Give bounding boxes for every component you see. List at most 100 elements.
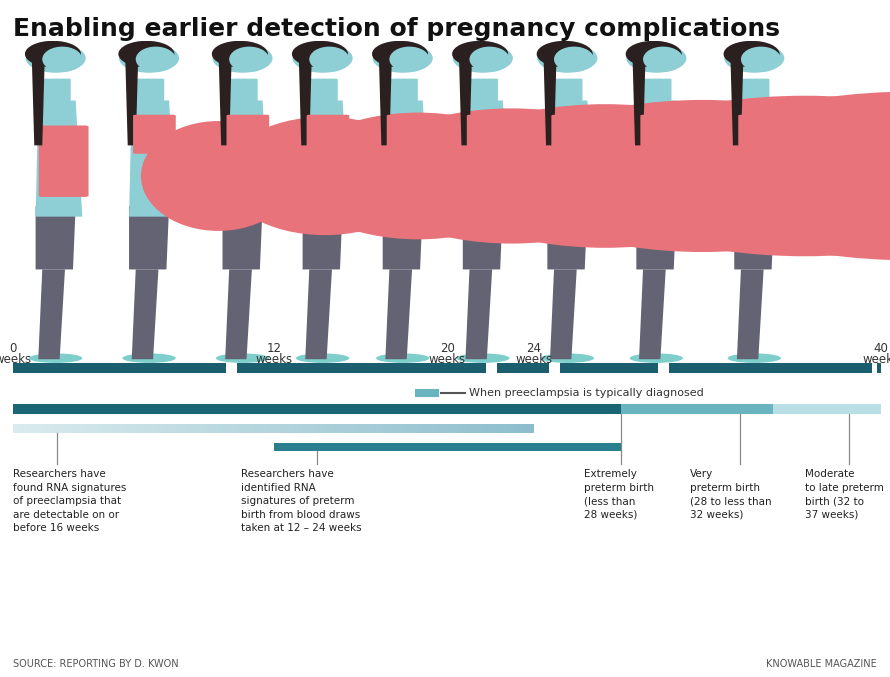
- FancyBboxPatch shape: [471, 79, 498, 101]
- Bar: [365, 424, 371, 433]
- Ellipse shape: [28, 353, 83, 363]
- Bar: [378, 424, 384, 433]
- Bar: [501, 424, 508, 433]
- Bar: [85, 424, 92, 433]
- Bar: [449, 424, 456, 433]
- Polygon shape: [222, 100, 269, 217]
- Bar: [157, 424, 163, 433]
- FancyBboxPatch shape: [306, 114, 349, 154]
- Polygon shape: [129, 206, 169, 269]
- Polygon shape: [32, 50, 44, 146]
- Bar: [456, 424, 463, 433]
- Ellipse shape: [25, 41, 81, 67]
- FancyBboxPatch shape: [555, 79, 583, 101]
- Polygon shape: [383, 206, 423, 269]
- Ellipse shape: [541, 353, 595, 363]
- Polygon shape: [38, 269, 65, 359]
- Ellipse shape: [470, 47, 509, 72]
- Bar: [443, 424, 449, 433]
- Polygon shape: [636, 100, 684, 217]
- Ellipse shape: [453, 44, 513, 72]
- Bar: [498, 364, 549, 373]
- FancyBboxPatch shape: [742, 79, 770, 101]
- Bar: [417, 424, 424, 433]
- Bar: [117, 424, 124, 433]
- Bar: [384, 424, 391, 433]
- Ellipse shape: [293, 112, 544, 240]
- Ellipse shape: [136, 47, 176, 72]
- Bar: [176, 424, 182, 433]
- Bar: [508, 424, 514, 433]
- Polygon shape: [550, 269, 577, 359]
- Bar: [78, 424, 85, 433]
- Ellipse shape: [362, 108, 661, 244]
- Bar: [202, 424, 208, 433]
- Bar: [326, 424, 332, 433]
- Bar: [150, 424, 157, 433]
- Polygon shape: [734, 100, 781, 217]
- Bar: [404, 424, 410, 433]
- Bar: [371, 424, 378, 433]
- Polygon shape: [303, 206, 343, 269]
- Bar: [410, 424, 417, 433]
- Text: Extremely
preterm birth
(less than
28 weeks): Extremely preterm birth (less than 28 we…: [584, 469, 654, 520]
- Ellipse shape: [118, 41, 174, 67]
- Polygon shape: [132, 269, 158, 359]
- Bar: [46, 424, 53, 433]
- Bar: [280, 424, 287, 433]
- Ellipse shape: [457, 353, 509, 363]
- Ellipse shape: [223, 117, 426, 235]
- Ellipse shape: [295, 353, 350, 363]
- FancyBboxPatch shape: [134, 114, 176, 154]
- FancyBboxPatch shape: [644, 79, 672, 101]
- Text: 0: 0: [10, 343, 17, 355]
- Bar: [306, 424, 312, 433]
- Ellipse shape: [43, 47, 83, 72]
- Ellipse shape: [583, 95, 890, 257]
- Polygon shape: [636, 206, 676, 269]
- Bar: [359, 424, 365, 433]
- Bar: [39, 424, 46, 433]
- Bar: [98, 424, 104, 433]
- Bar: [208, 424, 215, 433]
- Text: Researchers have
found RNA signatures
of preeclampsia that
are detectable on or
: Researchers have found RNA signatures of…: [13, 469, 126, 533]
- Bar: [293, 424, 300, 433]
- Text: 12: 12: [266, 343, 281, 355]
- Bar: [521, 424, 528, 433]
- Ellipse shape: [629, 353, 684, 363]
- Bar: [312, 424, 320, 433]
- Ellipse shape: [123, 353, 176, 363]
- Bar: [182, 424, 189, 433]
- Bar: [137, 424, 143, 433]
- Bar: [424, 424, 430, 433]
- FancyBboxPatch shape: [552, 114, 595, 154]
- Ellipse shape: [212, 41, 268, 67]
- Polygon shape: [299, 50, 312, 146]
- Ellipse shape: [292, 41, 348, 67]
- Bar: [247, 424, 255, 433]
- Ellipse shape: [390, 47, 430, 72]
- Bar: [495, 424, 501, 433]
- Polygon shape: [547, 100, 595, 217]
- Ellipse shape: [230, 47, 270, 72]
- Bar: [339, 424, 345, 433]
- Ellipse shape: [310, 47, 350, 72]
- Text: When preeclampsia is typically diagnosed: When preeclampsia is typically diagnosed: [469, 389, 704, 398]
- Bar: [267, 424, 274, 433]
- Polygon shape: [36, 206, 76, 269]
- FancyBboxPatch shape: [641, 114, 684, 154]
- Bar: [13, 404, 621, 414]
- Bar: [287, 424, 293, 433]
- Text: weeks: weeks: [515, 353, 553, 366]
- Polygon shape: [36, 100, 83, 217]
- Bar: [131, 424, 137, 433]
- Ellipse shape: [293, 44, 352, 72]
- Bar: [13, 364, 226, 373]
- Bar: [169, 424, 176, 433]
- Ellipse shape: [119, 44, 179, 72]
- Bar: [514, 424, 521, 433]
- Ellipse shape: [432, 104, 779, 248]
- Bar: [237, 364, 486, 373]
- Polygon shape: [639, 269, 666, 359]
- Bar: [189, 424, 196, 433]
